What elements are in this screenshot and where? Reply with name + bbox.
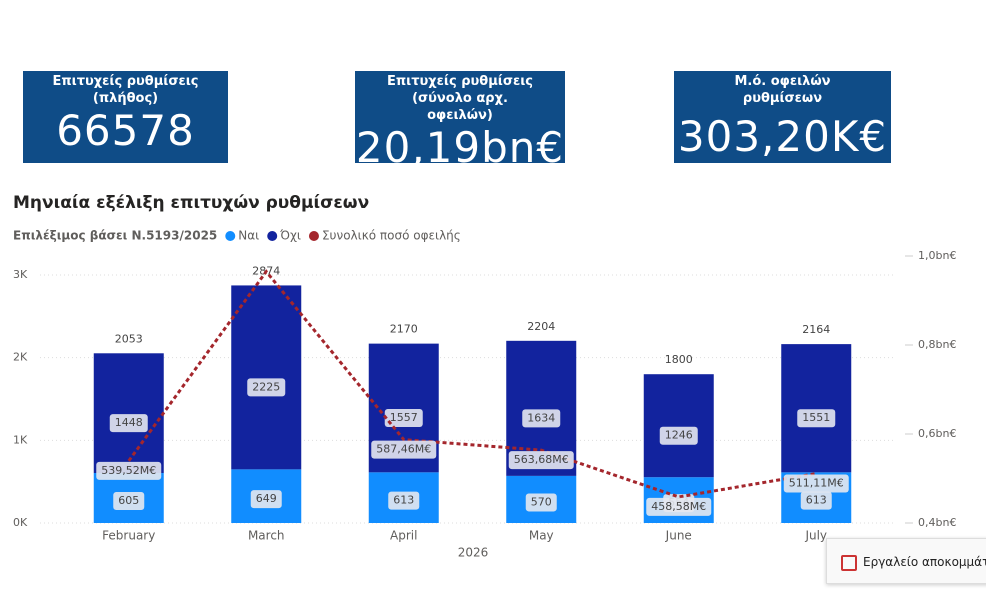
kpi-card: Επιτυχείς ρυθμίσεις (πλήθος) 66578 xyxy=(23,71,228,163)
bar-segment xyxy=(231,285,302,470)
kpi-title: Επιτυχείς ρυθμίσεις (σύνολο αρχ. οφειλών… xyxy=(386,74,533,123)
kpi-value: 303,20K€ xyxy=(677,112,888,161)
line-label: 563,68M€ xyxy=(514,453,569,466)
y-tick-label: 0K xyxy=(13,516,28,529)
x-axis-title: 2026 xyxy=(458,546,489,560)
legend-label: Ναι xyxy=(238,229,259,243)
data-label: 2225 xyxy=(252,380,280,393)
data-label: 605 xyxy=(118,494,139,507)
x-tick-label: March xyxy=(248,529,285,543)
bar-segment xyxy=(93,353,164,473)
label-bg xyxy=(800,491,832,510)
label-bg xyxy=(113,491,145,510)
line-label: 587,46M€ xyxy=(376,443,431,456)
bar-segment xyxy=(781,344,852,473)
label-bg xyxy=(783,474,849,493)
total-label: 2164 xyxy=(802,323,830,336)
y-tick-label: 1K xyxy=(13,433,28,446)
label-bg xyxy=(797,409,836,428)
label-bg xyxy=(384,408,423,427)
label-bg xyxy=(659,426,698,445)
snipping-tool-popup[interactable]: Εργαλείο αποκομμάτων xyxy=(826,538,986,584)
label-bg xyxy=(371,440,437,459)
chart-title: Μηνιαία εξέλιξη επιτυχών ρυθμίσεων xyxy=(13,193,369,213)
data-label: 649 xyxy=(256,492,277,505)
total-label: 1800 xyxy=(665,353,693,366)
label-bg xyxy=(508,451,574,470)
legend-marker xyxy=(225,231,236,241)
kpi-title: Μ.ό. οφειλών ρυθμίσεων xyxy=(734,74,831,106)
y2-tick-label: 0,4bn€ xyxy=(918,516,956,529)
y-tick-label: 2K xyxy=(13,351,28,364)
legend-label: Συνολικό ποσό οφειλής xyxy=(322,229,461,243)
icon xyxy=(841,555,857,571)
kpi-card: Επιτυχείς ρυθμίσεις (σύνολο αρχ. οφειλών… xyxy=(355,71,565,172)
total-label: 2204 xyxy=(527,320,555,333)
kpi-value: 20,19bn€ xyxy=(355,123,565,172)
total-label: 2170 xyxy=(390,323,418,336)
y2-tick-label: 1,0bn€ xyxy=(918,249,956,262)
data-label: 1557 xyxy=(390,411,418,424)
label-bg xyxy=(109,414,148,433)
line-label: 539,52M€ xyxy=(101,464,156,477)
x-tick-label: May xyxy=(529,529,554,543)
label-bg xyxy=(388,491,420,510)
bar-segment xyxy=(643,374,714,478)
line-label: 511,11M€ xyxy=(789,477,844,490)
x-tick-label: April xyxy=(390,529,417,543)
kpi-title: Επιτυχείς ρυθμίσεις (πλήθος) xyxy=(52,74,199,106)
legend-marker xyxy=(267,231,278,241)
label-bg xyxy=(646,497,712,516)
popup-text: Εργαλείο αποκομμάτων xyxy=(863,555,986,569)
x-tick-label: February xyxy=(102,529,155,543)
data-label: 570 xyxy=(531,495,552,508)
data-label: 1246 xyxy=(665,429,693,442)
y2-tick-label: 0,6bn€ xyxy=(918,427,956,440)
data-label: 1551 xyxy=(802,411,830,424)
legend-marker xyxy=(308,231,319,241)
y2-tick-label: 0,8bn€ xyxy=(918,338,956,351)
x-tick-label: July xyxy=(804,529,827,543)
legend-title: Επιλέξιμος βάσει Ν.5193/2025 xyxy=(13,229,217,243)
line-label: 458,58M€ xyxy=(651,500,706,513)
label-bg xyxy=(250,490,282,509)
kpi-card: Μ.ό. οφειλών ρυθμίσεων 303,20K€ xyxy=(674,71,891,163)
kpi-value: 66578 xyxy=(56,106,195,155)
legend-label: Όχι xyxy=(279,229,301,243)
total-label: 2053 xyxy=(115,332,143,345)
label-bg xyxy=(525,493,557,512)
label-bg xyxy=(522,409,561,428)
y-tick-label: 3K xyxy=(13,268,28,281)
data-label: 1448 xyxy=(115,416,143,429)
label-bg xyxy=(247,378,286,397)
data-label: 613 xyxy=(393,494,414,507)
x-tick-label: June xyxy=(665,529,692,543)
line xyxy=(127,269,817,499)
data-label: 1634 xyxy=(527,411,555,424)
data-label: 613 xyxy=(806,494,827,507)
label-bg xyxy=(96,461,162,480)
